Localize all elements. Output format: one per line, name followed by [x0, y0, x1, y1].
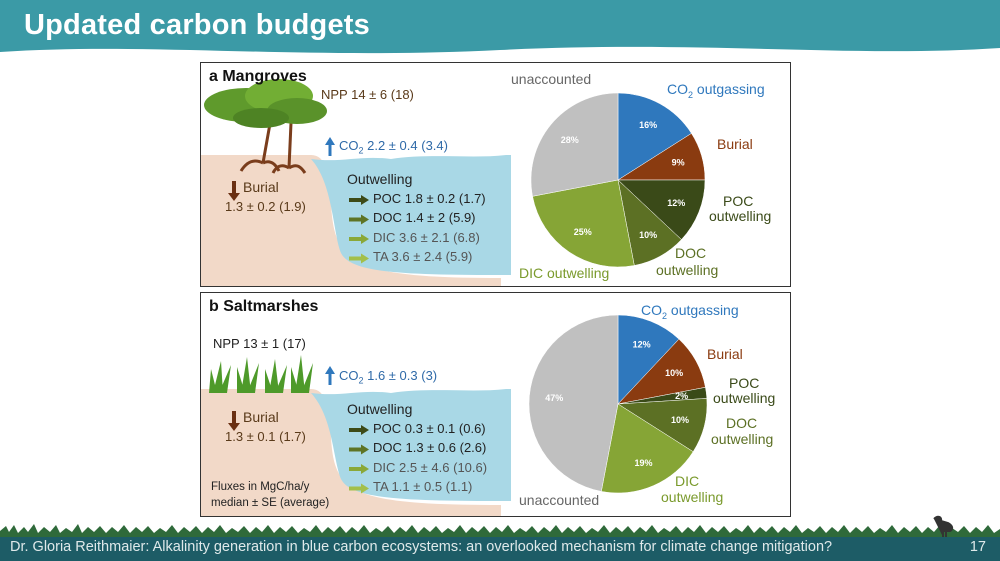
- pie-slice: [532, 179, 635, 268]
- bird-icon: [933, 515, 954, 537]
- outwelling-doc: DOC 1.4 ± 2 (5.9): [373, 210, 476, 225]
- pie-chart-mangroves: 16% 9% 12% 10% 25% 28%: [530, 92, 706, 268]
- mangroves-panel: a Mangroves NPP 14 ± 6 (18) CO2 2.2 ± 0.…: [200, 62, 791, 287]
- title-bar: Updated carbon budgets: [0, 0, 1000, 60]
- legend-poc-2: outwelling: [713, 390, 776, 406]
- outwelling-arrowhead: [361, 214, 369, 225]
- pie-value-label: 10%: [665, 368, 683, 378]
- outwelling-dic: DIC 3.6 ± 2.1 (6.8): [373, 230, 480, 245]
- pie-value-label: 28%: [561, 135, 579, 145]
- mangrove-illustration: [201, 79, 511, 286]
- pie-value-label: 2%: [675, 391, 688, 401]
- pie-value-label: 25%: [574, 227, 592, 237]
- outwelling-dic: DIC 2.5 ± 4.6 (10.6): [373, 460, 488, 475]
- burial-label: Burial: [243, 409, 279, 425]
- legend-burial: Burial: [717, 136, 753, 152]
- npp-label: NPP 13 ± 1 (17): [213, 336, 306, 351]
- burial-label: Burial: [243, 179, 279, 195]
- outwelling-arrowhead: [361, 195, 369, 205]
- saltmarshes-panel: b Saltmarshes NPP 13 ± 1 (17) CO2 1.6 ± …: [200, 292, 791, 517]
- wave-decoration: [0, 46, 1000, 60]
- pie-value-label: 9%: [672, 158, 685, 168]
- burial-value: 1.3 ± 0.2 (1.9): [225, 199, 306, 214]
- slide-title: Updated carbon budgets: [24, 9, 370, 41]
- outwelling-arrowhead: [361, 444, 369, 455]
- pie-chart-saltmarshes: 12% 10% 2% 10% 19% 47%: [528, 314, 708, 494]
- legend-co2-outgassing: CO2 outgassing: [667, 81, 765, 100]
- slide-number: 17: [969, 539, 986, 555]
- co2-flux-label: CO2 2.2 ± 0.4 (3.4): [339, 138, 448, 156]
- pie-value-label: 16%: [639, 120, 657, 130]
- pie-value-label: 12%: [667, 198, 685, 208]
- outwelling-poc: POC 1.8 ± 0.2 (1.7): [373, 191, 486, 206]
- pie-value-label: 10%: [639, 230, 657, 240]
- outwelling-arrowhead: [361, 483, 369, 494]
- footer-bar: Dr. Gloria Reithmaier: Alkalinity genera…: [0, 515, 1000, 561]
- outwelling-arrowhead: [361, 253, 369, 264]
- pie-slice: [617, 179, 706, 240]
- legend-dic-outwelling: DIC outwelling: [519, 265, 610, 281]
- legend-doc-1: DOC: [726, 415, 758, 431]
- legend-doc-2: outwelling: [656, 262, 719, 278]
- legend-unaccounted: unaccounted: [519, 492, 600, 508]
- npp-label: NPP 14 ± 6 (18): [321, 87, 414, 102]
- pie-value-label: 12%: [633, 339, 651, 349]
- pie-slice: [601, 403, 694, 494]
- pie-slice: [530, 92, 619, 197]
- outwelling-ta: TA 3.6 ± 2.4 (5.9): [373, 249, 473, 264]
- legend-doc-1: DOC: [675, 245, 707, 261]
- legend-burial: Burial: [707, 346, 743, 362]
- legend-poc-1: POC: [729, 375, 760, 391]
- outwelling-poc: POC 0.3 ± 0.1 (0.6): [373, 421, 486, 436]
- legend-poc-2: outwelling: [709, 208, 772, 224]
- units-note-2: median ± SE (average): [211, 497, 330, 509]
- pie-value-label: 19%: [634, 458, 652, 468]
- pie-value-label: 10%: [671, 415, 689, 425]
- panel-title: b Saltmarshes: [209, 298, 319, 315]
- outwelling-arrowhead: [361, 425, 369, 435]
- outwelling-doc: DOC 1.3 ± 0.6 (2.6): [373, 440, 487, 455]
- footer-caption: Dr. Gloria Reithmaier: Alkalinity genera…: [10, 539, 833, 555]
- legend-co2-outgassing: CO2 outgassing: [641, 302, 739, 321]
- outwelling-arrowhead: [361, 464, 369, 474]
- units-note-1: Fluxes in MgC/ha/y: [211, 481, 310, 493]
- outwelling-title: Outwelling: [347, 401, 413, 417]
- panel-title: a Mangroves: [209, 68, 307, 85]
- outwelling-arrowhead: [361, 234, 369, 244]
- legend-doc-2: outwelling: [711, 431, 774, 447]
- pie-slice: [617, 314, 680, 405]
- pie-slice: [617, 92, 692, 181]
- pie-slice: [528, 314, 619, 492]
- burial-value: 1.3 ± 0.1 (1.7): [225, 429, 306, 444]
- legend-poc-1: POC: [723, 193, 754, 209]
- saltmarsh-illustration: [201, 355, 511, 516]
- co2-flux-label: CO2 1.6 ± 0.3 (3): [339, 368, 438, 386]
- legend-dic-2: outwelling: [661, 489, 724, 505]
- outwelling-title: Outwelling: [347, 171, 413, 187]
- legend-dic-1: DIC: [675, 473, 700, 489]
- grass-decoration: [0, 524, 1000, 537]
- outwelling-ta: TA 1.1 ± 0.5 (1.1): [373, 479, 473, 494]
- pie-value-label: 47%: [545, 393, 563, 403]
- legend-unaccounted: unaccounted: [511, 71, 592, 87]
